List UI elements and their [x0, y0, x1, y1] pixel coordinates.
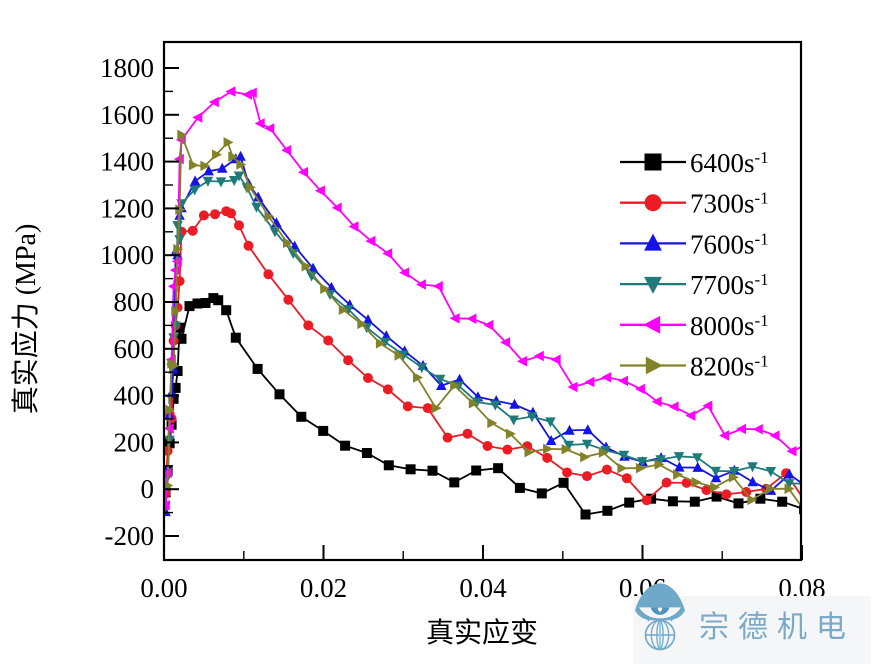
- svg-text:0: 0: [141, 474, 155, 504]
- svg-text:400: 400: [114, 381, 155, 411]
- svg-text:600: 600: [114, 334, 155, 364]
- svg-text:真实应变: 真实应变: [426, 617, 538, 649]
- svg-text:宗德机电: 宗德机电: [699, 611, 855, 644]
- svg-text:-200: -200: [105, 521, 155, 551]
- svg-text:0.04: 0.04: [459, 573, 507, 603]
- svg-text:200: 200: [114, 427, 155, 457]
- svg-text:1800: 1800: [100, 53, 154, 83]
- svg-text:1200: 1200: [100, 193, 154, 223]
- svg-text:800: 800: [114, 287, 155, 317]
- svg-text:0.00: 0.00: [140, 573, 187, 603]
- svg-text:0.02: 0.02: [300, 573, 347, 603]
- svg-text:1600: 1600: [100, 100, 154, 130]
- svg-text:1400: 1400: [100, 147, 154, 177]
- svg-text:真实应力 (MPa): 真实应力 (MPa): [10, 224, 42, 415]
- svg-text:1000: 1000: [100, 240, 154, 270]
